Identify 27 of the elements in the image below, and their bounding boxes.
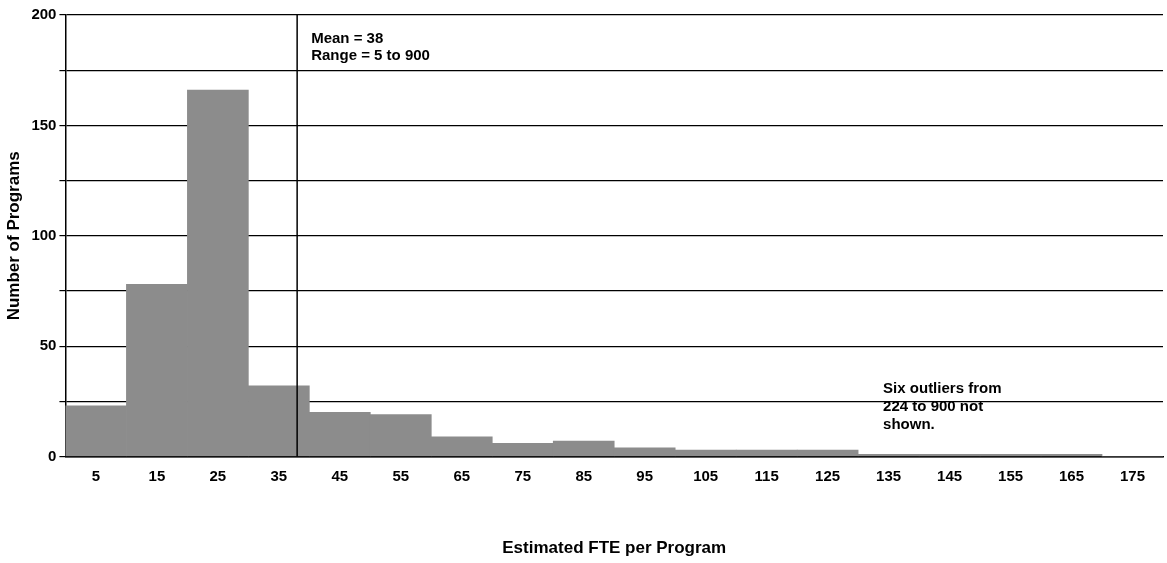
x-tick-label: 95 — [636, 466, 654, 484]
annotation: Range = 5 to 900 — [311, 45, 430, 63]
x-tick-label: 155 — [998, 466, 1024, 484]
x-tick-label: 35 — [270, 466, 288, 484]
x-tick-label: 15 — [148, 466, 166, 484]
ref-line-label: Mean = 38 — [311, 28, 384, 46]
x-tick-label: 145 — [937, 466, 963, 484]
x-tick-label: 105 — [693, 466, 719, 484]
x-tick-label: 85 — [575, 466, 593, 484]
x-tick-label: 5 — [91, 466, 101, 484]
x-tick-label: 165 — [1059, 466, 1085, 484]
x-tick-label: 135 — [876, 466, 902, 484]
x-tick-label: 45 — [331, 466, 349, 484]
y-tick-label: 200 — [31, 5, 57, 23]
y-tick-label: 50 — [39, 336, 57, 354]
y-tick-label: 100 — [31, 225, 57, 243]
x-axis-title: Estimated FTE per Program — [502, 538, 727, 558]
y-axis-title: Number of Programs — [3, 151, 23, 321]
x-tick-label: 115 — [754, 466, 779, 484]
x-tick-label: 125 — [815, 466, 841, 484]
x-tick-label: 55 — [392, 466, 410, 484]
x-tick-label: 75 — [514, 466, 532, 484]
x-tick-label: 25 — [209, 466, 227, 484]
y-tick-label: 150 — [31, 115, 57, 133]
x-tick-label: 175 — [1120, 466, 1146, 484]
y-tick-label: 0 — [48, 446, 57, 464]
x-tick-label: 65 — [453, 466, 471, 484]
